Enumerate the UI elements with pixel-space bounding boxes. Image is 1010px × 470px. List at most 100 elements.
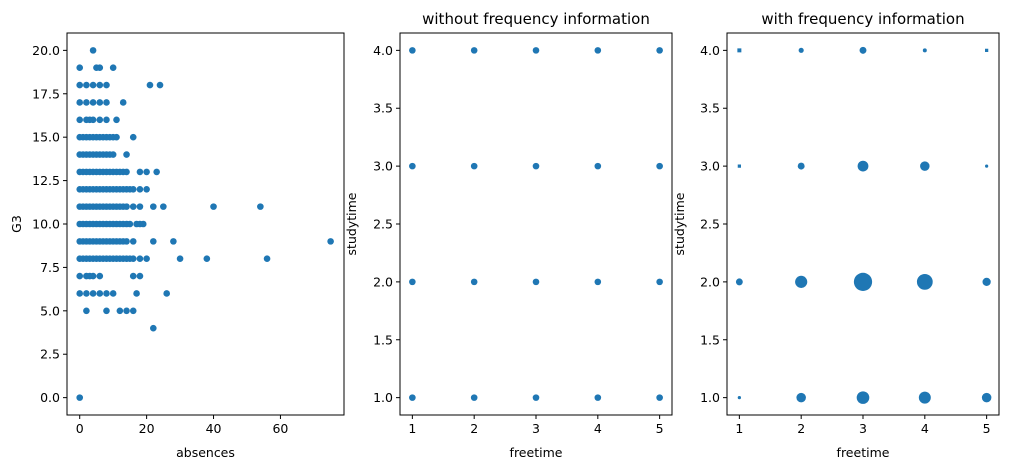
data-point (103, 81, 110, 89)
data-point (126, 220, 134, 228)
data-point (594, 47, 602, 54)
data-point (129, 255, 137, 263)
data-point (859, 46, 867, 54)
data-point (136, 203, 144, 210)
y-axis-label: G3 (9, 215, 24, 233)
x-tick-label: 2 (470, 421, 478, 436)
x-tick-label: 1 (735, 421, 743, 436)
data-point (594, 394, 602, 401)
data-point (737, 164, 741, 168)
data-point (96, 290, 104, 297)
y-tick-label: 4.0 (373, 43, 393, 58)
panel-title: with frequency information (761, 10, 964, 28)
data-point (532, 394, 540, 401)
data-point (470, 394, 478, 401)
y-tick-label: 2.0 (700, 274, 720, 289)
data-point (470, 47, 478, 54)
x-tick-label: 4 (594, 421, 602, 436)
data-point (76, 290, 84, 297)
data-point (409, 47, 416, 54)
data-point (327, 238, 334, 245)
data-point (89, 290, 97, 297)
y-tick-label: 1.0 (373, 390, 393, 405)
data-point (856, 391, 870, 404)
data-point (103, 307, 110, 315)
x-tick-label: 3 (532, 421, 540, 436)
data-point (103, 116, 110, 124)
data-point (136, 168, 144, 176)
data-point (985, 164, 989, 168)
y-tick-label: 2.0 (373, 274, 393, 289)
data-point (76, 272, 84, 280)
data-point (83, 99, 90, 106)
data-point (795, 275, 808, 288)
x-tick-label: 20 (139, 421, 155, 436)
data-point (89, 81, 97, 89)
data-point (103, 99, 110, 106)
data-point (103, 290, 110, 297)
y-tick-label: 3.5 (373, 101, 393, 116)
data-point (156, 81, 164, 89)
data-point (532, 278, 540, 286)
data-point (409, 394, 416, 401)
data-point (176, 255, 184, 263)
data-point (96, 116, 104, 124)
y-tick-label: 4.0 (700, 43, 720, 58)
data-point (656, 162, 663, 170)
y-tick-label: 17.5 (32, 86, 60, 101)
data-point (129, 185, 137, 193)
scatter-panel-with-frequency: with frequency information freetime stud… (672, 10, 1000, 460)
data-point (146, 81, 154, 89)
data-point (798, 47, 804, 53)
data-point (532, 162, 540, 170)
data-point (89, 116, 97, 124)
data-point (656, 394, 663, 401)
data-point (129, 238, 137, 245)
data-point (257, 203, 264, 210)
y-axis-label: studytime (344, 192, 359, 255)
tick-group: 1 2 3 4 5 1.0 1.5 2.0 2.5 3.0 3.5 4.0 (700, 43, 991, 436)
y-tick-label: 12.5 (32, 173, 60, 188)
y-axis-label: studytime (672, 192, 687, 255)
x-tick-label: 5 (983, 421, 991, 436)
data-point (129, 272, 137, 280)
plot-frame (399, 32, 673, 416)
x-tick-label: 0 (76, 421, 84, 436)
y-tick-label: 5.0 (40, 303, 60, 318)
data-point (982, 277, 991, 287)
x-axis-label: freetime (837, 445, 890, 460)
data-point (89, 99, 97, 106)
data-point (918, 391, 931, 404)
data-point (89, 47, 97, 54)
x-tick-label: 40 (206, 421, 222, 436)
data-point (160, 203, 167, 210)
scatter-panel-absences-g3: absences G3 0 20 40 60 0.0 2.5 5.0 7.5 10.0 12.5 1… (9, 32, 345, 460)
y-tick-label: 3.0 (700, 159, 720, 174)
y-tick-label: 0.0 (40, 390, 60, 405)
y-tick-label: 3.5 (700, 101, 720, 116)
data-point (109, 64, 117, 72)
data-point (83, 307, 90, 315)
data-point (129, 203, 137, 210)
x-tick-label: 4 (921, 421, 929, 436)
data-point (143, 185, 150, 193)
plot-frame (726, 32, 1000, 416)
data-point (96, 99, 104, 106)
point-group (735, 46, 992, 404)
data-point (113, 133, 120, 141)
data-point (797, 162, 805, 170)
data-point (532, 47, 540, 54)
data-point (96, 81, 104, 89)
data-point (470, 162, 478, 170)
data-point (76, 394, 84, 401)
data-point (150, 324, 157, 332)
data-point (163, 290, 170, 297)
x-tick-label: 60 (272, 421, 288, 436)
data-point (150, 238, 157, 245)
data-point (656, 278, 663, 286)
data-point (76, 81, 84, 89)
point-group (409, 47, 663, 401)
x-tick-label: 2 (797, 421, 805, 436)
x-tick-label: 3 (859, 421, 867, 436)
x-axis-label: absences (176, 445, 235, 460)
